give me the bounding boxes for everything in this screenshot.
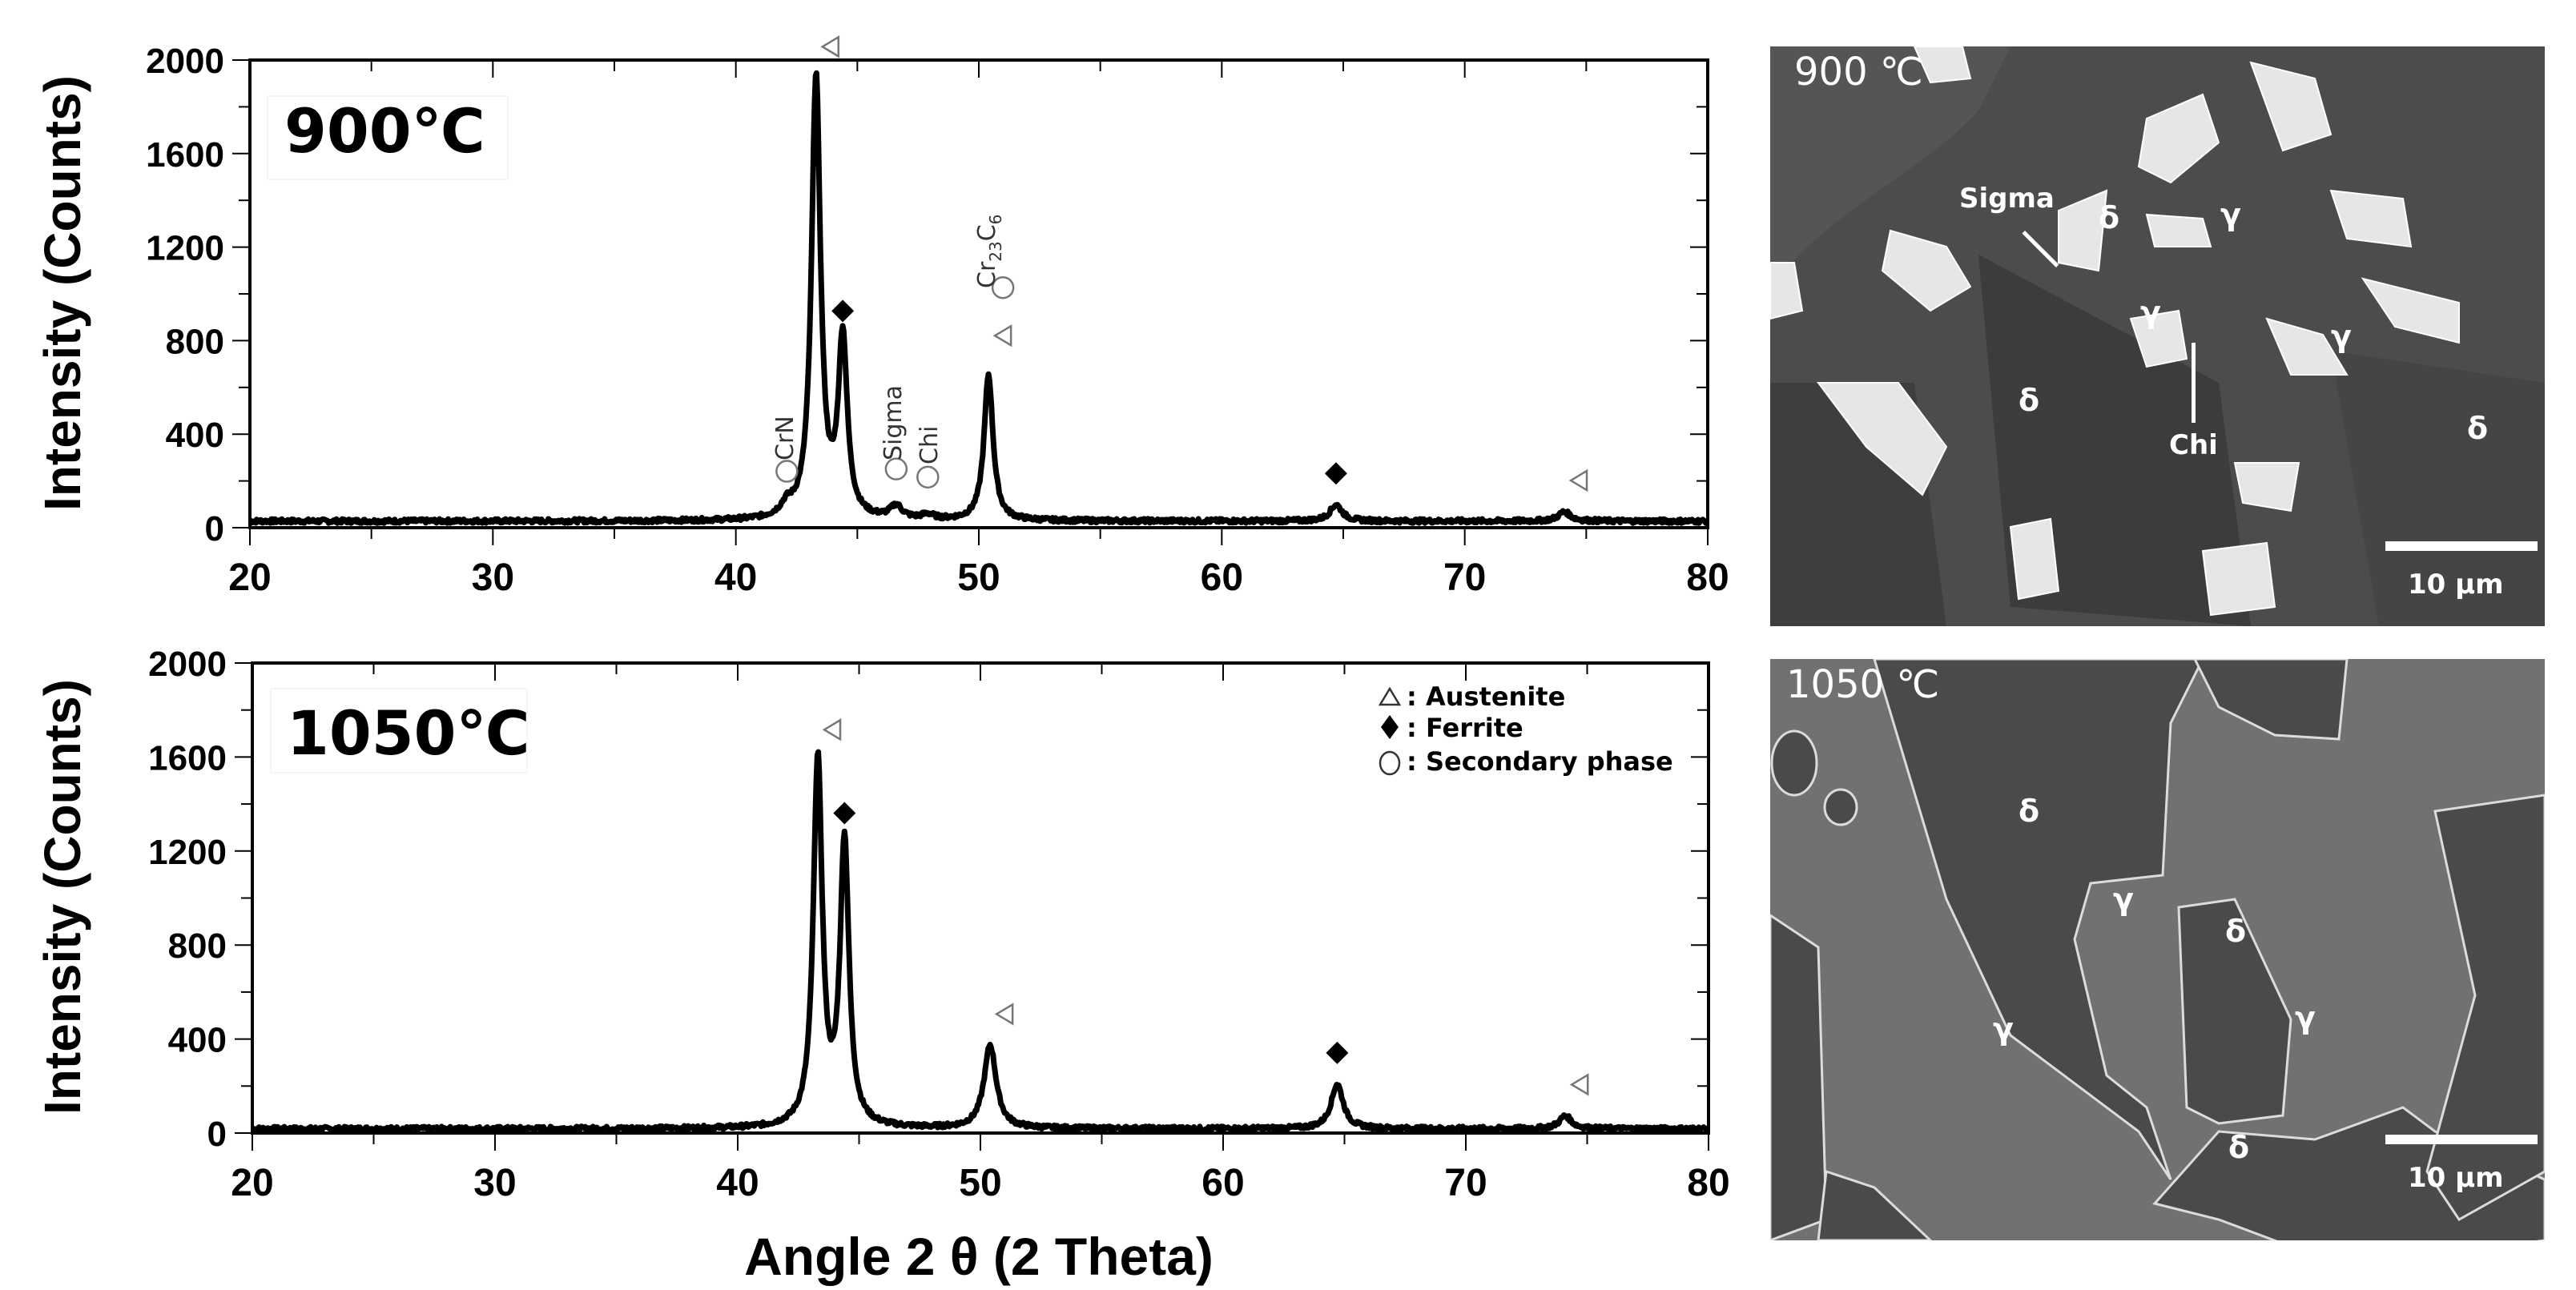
y-tick-label: 400	[168, 1021, 227, 1060]
y-tick-label: 1600	[148, 738, 227, 778]
y-tick-label: 2000	[146, 42, 224, 81]
x-tick-label: 80	[1686, 557, 1729, 599]
ferrite-marker-icon	[833, 802, 856, 825]
scale-bar-900	[2385, 541, 2538, 551]
sem-image-1050: 1050 ℃ δ γ δ γ γ δ 10 µm	[1770, 659, 2545, 1240]
austenite-marker-icon	[822, 718, 842, 741]
x-axis-label: Angle 2 θ (2 Theta)	[744, 1227, 1214, 1286]
xrd-charts: Intensity (Counts) Intensity (Counts) 0 4…	[34, 35, 1730, 1286]
y-axis-label-bottom: Intensity (Counts)	[34, 679, 91, 1115]
sem-label-gamma-2: γ	[2140, 295, 2161, 330]
x-tick-label: 30	[472, 557, 514, 599]
x-tick-label: 20	[231, 1162, 273, 1204]
secondary-marker-icon	[884, 457, 908, 480]
sem-label-gamma-b: γ	[1993, 1011, 2014, 1047]
sem-label-delta-c: δ	[2228, 1130, 2250, 1165]
y-tick-label: 0	[205, 509, 224, 549]
chi-arrow	[2192, 343, 2196, 423]
sem-title-1050: 1050 ℃	[1786, 662, 1940, 707]
secondary-marker-icon	[916, 465, 940, 489]
y-tick-label: 1200	[146, 229, 224, 268]
legend-austenite: : Austenite	[1407, 681, 1565, 712]
y-tick-label: 2000	[148, 645, 227, 684]
sem-label-gamma-3: γ	[2331, 319, 2352, 354]
y-tick-label: 800	[166, 322, 224, 361]
y-tick-label: 1200	[148, 833, 227, 872]
sem-label-gamma-1: γ	[2220, 197, 2241, 232]
x-tick-label: 60	[1201, 1162, 1244, 1204]
sem-label-delta-a: δ	[2019, 794, 2040, 829]
x-tick-label: 40	[716, 1162, 759, 1204]
sem-label-sigma: Sigma	[1959, 183, 2055, 215]
austenite-marker-icon	[992, 324, 1012, 348]
annotation-crn: CrN	[771, 416, 799, 460]
legend: : Austenite : Ferrite : Secondary phase	[1378, 681, 1673, 777]
austenite-marker-icon	[994, 1003, 1014, 1026]
chart-title-900: 900℃	[284, 95, 485, 167]
chart-title-1050: 1050℃	[287, 697, 530, 769]
x-tick-label: 80	[1687, 1162, 1729, 1204]
austenite-triangle-icon	[1378, 686, 1402, 706]
secondary-marker-icon	[991, 275, 1015, 299]
annotation-chi: Chi	[916, 426, 944, 464]
x-tick-label: 30	[473, 1162, 516, 1204]
x-tick-label: 70	[1444, 1162, 1487, 1204]
y-tick-label: 1600	[146, 135, 224, 175]
x-tick-label: 50	[957, 557, 1000, 599]
x-tick-label: 20	[228, 557, 271, 599]
secondary-marker-icon	[775, 460, 799, 483]
sem-label-gamma-c: γ	[2295, 1000, 2316, 1035]
chart-1050: 0 400 800 1200 1600 2000 20 30 40 50 60 70 80 1050℃…	[148, 645, 1730, 1204]
scale-label-1050: 10 µm	[2408, 1162, 2504, 1194]
x-tick-label: 60	[1201, 557, 1243, 599]
annotation-sigma: Sigma	[879, 385, 908, 460]
sem-image-900: 900 ℃ Sigma δ γ γ γ δ δ Chi 10 µm	[1770, 46, 2545, 626]
ferrite-marker-icon	[831, 299, 855, 323]
austenite-marker-icon	[1568, 468, 1588, 492]
ferrite-marker-icon	[1324, 462, 1347, 485]
sem-label-delta-2: δ	[2019, 383, 2040, 418]
scale-label-900: 10 µm	[2408, 569, 2504, 601]
y-tick-label: 800	[168, 926, 227, 966]
y-tick-label: 400	[166, 416, 224, 455]
xrd-curve-900	[248, 70, 1709, 526]
x-tick-label: 40	[714, 557, 757, 599]
secondary-circle-icon	[1379, 750, 1401, 776]
legend-secondary: : Secondary phase	[1407, 746, 1673, 777]
sem-title-900: 900 ℃	[1794, 50, 1923, 94]
x-tick-label: 50	[959, 1162, 1001, 1204]
sem-texture-1050	[1770, 659, 2545, 1240]
sem-label-delta-1: δ	[2099, 200, 2120, 235]
austenite-marker-icon	[820, 35, 840, 58]
austenite-marker-icon	[1569, 1073, 1589, 1096]
ferrite-marker-icon	[1326, 1041, 1349, 1064]
sem-label-gamma-a: γ	[2113, 882, 2134, 917]
sem-label-chi: Chi	[2169, 429, 2218, 461]
sem-label-delta-b: δ	[2225, 914, 2247, 949]
sem-texture-900	[1770, 46, 2545, 626]
y-axis-label-top: Intensity (Counts)	[34, 75, 91, 511]
x-tick-label: 70	[1443, 557, 1486, 599]
xrd-curve-1050	[250, 749, 1710, 1134]
scale-bar-1050	[2385, 1135, 2538, 1144]
annotation-cr23c6: Cr23C6	[973, 215, 1005, 288]
y-tick-label: 0	[207, 1115, 227, 1154]
ferrite-diamond-icon	[1381, 715, 1399, 739]
sem-label-delta-3: δ	[2467, 411, 2489, 446]
legend-ferrite: : Ferrite	[1407, 713, 1523, 743]
